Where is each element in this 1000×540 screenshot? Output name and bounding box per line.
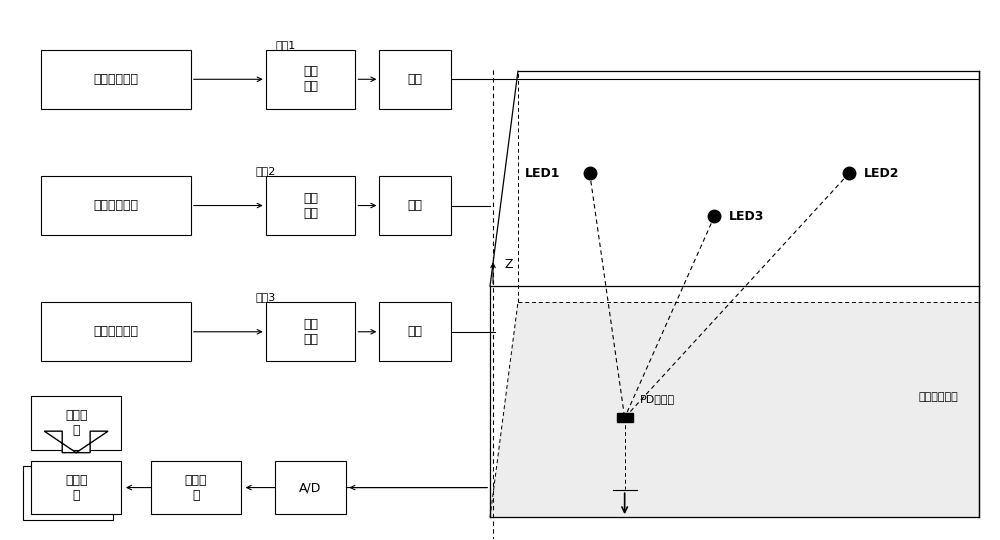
Bar — [379, 302, 451, 361]
Bar — [41, 302, 191, 361]
Text: LED2: LED2 — [864, 167, 899, 180]
Bar — [379, 176, 451, 235]
Text: 信号
处理: 信号 处理 — [303, 65, 318, 93]
Bar — [31, 396, 121, 450]
Text: 数据1: 数据1 — [276, 40, 296, 50]
Bar — [379, 50, 451, 109]
Text: 地址码发生器: 地址码发生器 — [94, 325, 139, 338]
Bar — [151, 461, 241, 515]
Bar — [41, 50, 191, 109]
Polygon shape — [617, 414, 633, 422]
Text: LED1: LED1 — [525, 167, 560, 180]
Text: 地址码发生器: 地址码发生器 — [94, 199, 139, 212]
Bar — [266, 50, 355, 109]
Bar — [275, 461, 346, 515]
Text: PD接收机: PD接收机 — [640, 394, 675, 404]
Bar — [23, 466, 113, 520]
Text: 驱动: 驱动 — [408, 73, 423, 86]
Text: 数据2: 数据2 — [256, 166, 276, 176]
Text: 信号
处理: 信号 处理 — [303, 318, 318, 346]
Polygon shape — [490, 302, 979, 517]
Text: LED3: LED3 — [729, 210, 765, 223]
Text: A/D: A/D — [299, 481, 322, 494]
Text: 接收机水平面: 接收机水平面 — [919, 392, 959, 402]
Bar — [266, 176, 355, 235]
Text: 驱动: 驱动 — [408, 325, 423, 338]
Text: 驱动: 驱动 — [408, 199, 423, 212]
Text: 低通滤
波: 低通滤 波 — [185, 474, 207, 502]
Text: 定位处
理: 定位处 理 — [65, 409, 87, 437]
Text: 数据3: 数据3 — [256, 292, 276, 302]
Text: 地址码发生器: 地址码发生器 — [94, 73, 139, 86]
Bar — [266, 302, 355, 361]
Text: 信号
处理: 信号 处理 — [303, 192, 318, 220]
Polygon shape — [44, 431, 108, 453]
Text: Z: Z — [505, 258, 513, 271]
Bar — [41, 176, 191, 235]
Bar — [31, 461, 121, 515]
Text: 信息处
理: 信息处 理 — [65, 474, 87, 502]
